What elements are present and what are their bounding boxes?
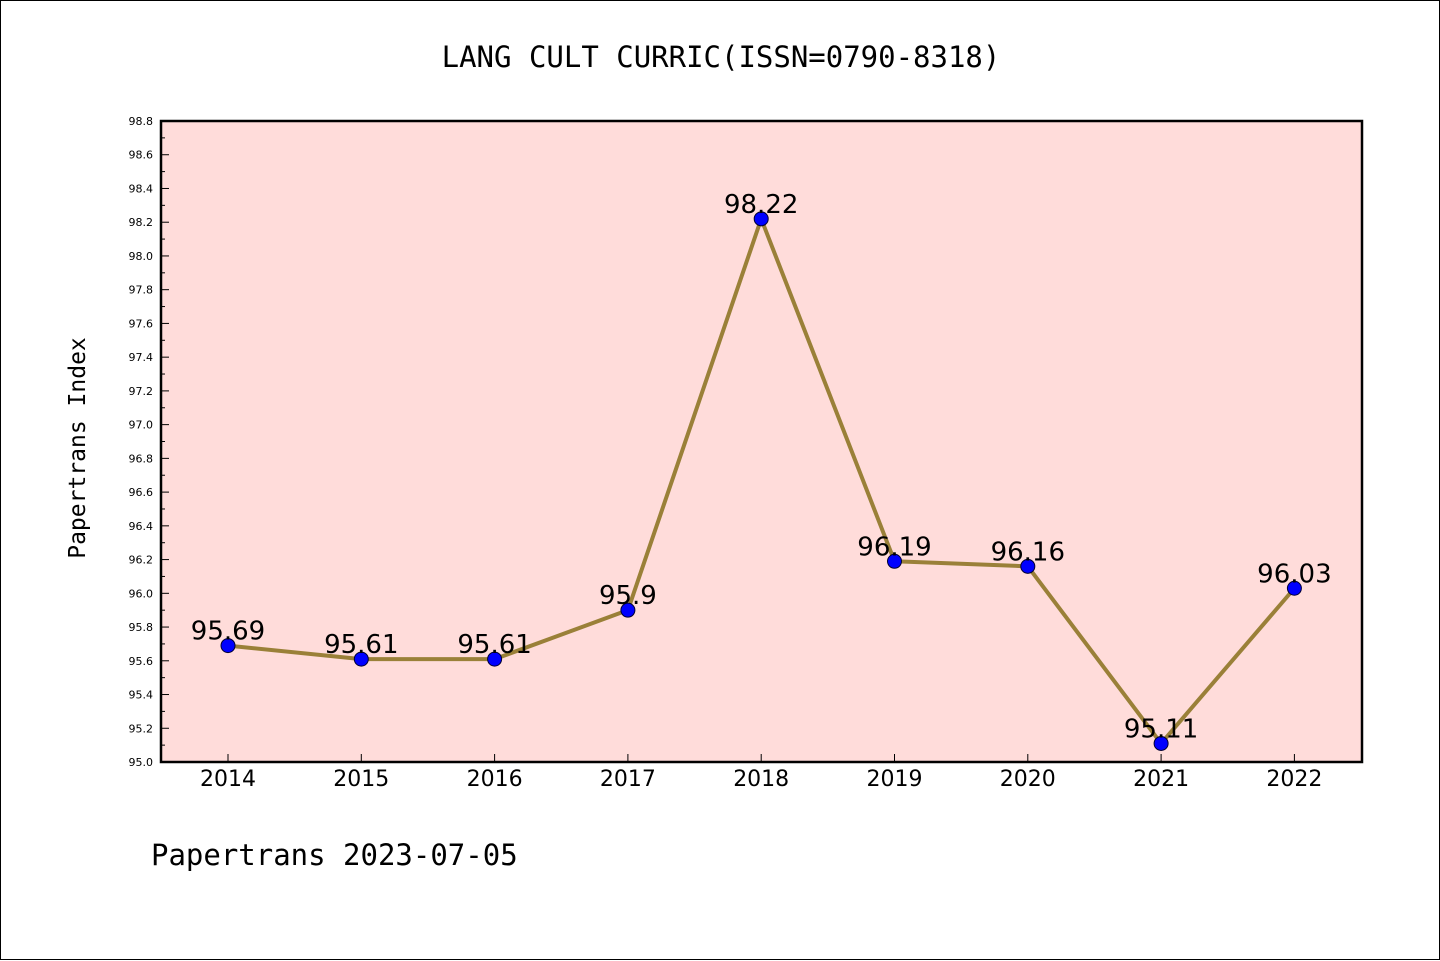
chart-title: LANG CULT CURRIC(ISSN=0790-8318) — [442, 40, 1001, 74]
data-label: 95.69 — [191, 617, 265, 647]
y-tick-label: 98.6 — [129, 149, 154, 162]
data-point — [1286, 580, 1302, 596]
data-point — [1153, 735, 1169, 751]
x-tick-label: 2021 — [1133, 767, 1189, 792]
y-tick-label: 95.8 — [129, 621, 154, 634]
y-tick-label: 95.4 — [129, 689, 154, 702]
y-tick-label: 98.0 — [129, 250, 154, 263]
y-tick-label: 96.2 — [129, 554, 154, 567]
data-label: 95.11 — [1124, 714, 1198, 744]
x-axis-ticks: 2014 2015 2016 2017 2018 2019 2020 2021 2022 — [200, 754, 1322, 792]
x-tick-label: 2020 — [1000, 767, 1056, 792]
data-point — [753, 211, 769, 227]
y-tick-label: 98.8 — [129, 115, 154, 128]
y-tick-label: 95.0 — [129, 756, 154, 769]
data-label: 96.16 — [991, 537, 1065, 567]
data-point — [1020, 558, 1036, 574]
y-tick-label: 96.0 — [129, 587, 154, 600]
y-tick-label: 98.4 — [129, 182, 154, 195]
y-tick-label: 97.4 — [129, 351, 154, 364]
y-tick-label: 98.2 — [129, 216, 154, 229]
x-tick-label: 2017 — [600, 767, 656, 792]
data-label: 96.19 — [857, 532, 931, 562]
x-tick-label: 2018 — [733, 767, 789, 792]
data-point — [620, 602, 636, 618]
y-tick-label: 96.6 — [129, 486, 154, 499]
x-tick-label: 2016 — [467, 767, 523, 792]
data-point — [487, 651, 503, 667]
y-axis-label: Papertrans Index — [65, 337, 91, 559]
y-axis-ticks: 95.0 95.2 95.4 95.6 95.8 96.0 96.2 96.4 96.6 96.8… — [129, 115, 169, 769]
series-markers — [220, 211, 1302, 751]
data-point — [220, 638, 236, 654]
data-point — [887, 553, 902, 569]
y-tick-label: 95.6 — [129, 655, 154, 668]
y-tick-label: 97.8 — [129, 284, 154, 297]
y-tick-label: 97.2 — [129, 385, 154, 398]
data-label: 98.22 — [724, 190, 798, 220]
x-tick-label: 2015 — [333, 767, 389, 792]
footer-credit: Papertrans 2023-07-05 — [151, 838, 518, 872]
data-label: 95.61 — [324, 630, 398, 660]
data-labels: 95.69 95.61 95.61 95.9 98.22 96.19 96.16 95.11 9… — [191, 190, 1332, 745]
data-label: 95.9 — [599, 581, 657, 611]
data-label: 96.03 — [1257, 559, 1331, 589]
x-tick-label: 2014 — [200, 767, 256, 792]
plot-border — [159, 119, 1364, 764]
x-tick-label: 2019 — [867, 767, 923, 792]
data-point — [353, 651, 369, 667]
y-tick-label: 95.2 — [129, 722, 154, 735]
y-tick-label: 96.4 — [129, 520, 154, 533]
y-tick-label: 97.6 — [129, 317, 154, 330]
data-label: 95.61 — [457, 630, 531, 660]
y-tick-label: 97.0 — [129, 419, 154, 432]
y-tick-label: 96.8 — [129, 452, 154, 465]
x-tick-label: 2022 — [1266, 767, 1322, 792]
